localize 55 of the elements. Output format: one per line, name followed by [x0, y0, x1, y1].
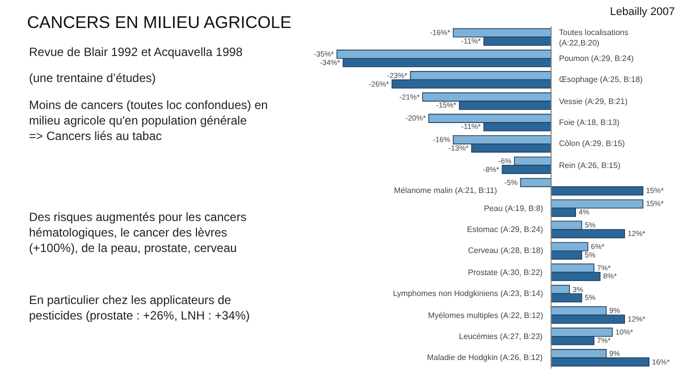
data-label: -15%* — [436, 100, 456, 110]
y-tick-label: Vessie (A:29, B:21) — [559, 97, 628, 106]
data-label: 15%* — [646, 186, 664, 196]
y-tick-label: Maladie de Hodgkin (A:26, B:12) — [427, 353, 543, 362]
y-tick-label: Prostate (A:30, B:22) — [468, 268, 544, 277]
y-tick-label: Estomac (A:29, B:24) — [467, 225, 544, 234]
data-label: -23%* — [387, 70, 408, 80]
y-tick-label: Myélomes multiples (A:22, B:12) — [428, 311, 544, 320]
data-label: -11%* — [461, 36, 481, 46]
text: Lebailly 2007 — [610, 6, 675, 18]
data-label: -21%* — [399, 92, 420, 102]
y-tick-label: Foie (A:18, B:13) — [559, 118, 620, 127]
data-label: -34%* — [320, 58, 340, 67]
y-tick-label: Rein (A:26, B:15) — [559, 161, 621, 170]
y-tick-label: Toutes localisations (A:22,B:20) — [559, 28, 628, 48]
data-label: 4% — [578, 208, 590, 217]
text: Moins de cancers (toutes loc confondues) en milieu agricole qu'en population générale => Cancers liés au tabac — [29, 98, 268, 144]
data-label: -8%* — [483, 164, 500, 174]
data-label: 16%* — [652, 357, 670, 366]
y-tick-label: Lymphomes non Hodgkiniens (A:23, B:14) — [393, 289, 544, 298]
y-tick-label: Mélanome malin (A:21, B:11) — [394, 186, 498, 195]
data-label: 10%* — [615, 328, 634, 337]
data-label: -11%* — [461, 122, 481, 132]
data-label: -5% — [504, 178, 518, 187]
data-label: 12%* — [628, 228, 646, 238]
data-label: 7%* — [596, 263, 611, 272]
data-label: 7%* — [596, 336, 611, 345]
y-tick-label: Œsophage (A:25, B:18) — [559, 75, 643, 84]
data-label: -26%* — [368, 79, 390, 88]
data-label: -20%* — [406, 114, 426, 123]
text: (une trentaine d’études) — [29, 71, 156, 85]
data-label: 5% — [584, 250, 596, 260]
y-tick-label: Cerveau (A:28, B:18) — [468, 246, 544, 255]
data-label: -16% — [432, 135, 451, 144]
text: Revue de Blair 1992 et Acquavella 1998 — [29, 45, 243, 59]
data-label: 8%* — [603, 272, 617, 281]
data-label: 5% — [584, 220, 596, 230]
data-label: -35%* — [314, 50, 334, 59]
data-label: 12%* — [628, 314, 646, 324]
data-label: 9% — [609, 306, 620, 316]
data-label: 5% — [584, 293, 596, 302]
data-label: 6%* — [590, 242, 605, 252]
text: Des risques augmentés pour les cancers hématologiques, le cancer des lèvres (+100%), de la peau, prostate, cerveau — [29, 210, 246, 256]
text: En particulier chez les applicateurs de pesticides (prostate : +26%, LNH : +34%) — [29, 293, 250, 323]
y-tick-label: Côlon (A:29, B:15) — [559, 139, 626, 148]
y-tick-label: Leucémies (A:27, B:23) — [459, 332, 543, 341]
text: CANCERS EN MILIEU AGRICOLE — [27, 13, 292, 32]
data-label: -6% — [498, 156, 512, 166]
data-label: -16%* — [430, 28, 450, 38]
data-label: 15%* — [646, 199, 664, 208]
y-tick-label: Poumon (A:29, B:24) — [559, 54, 634, 63]
data-label: 3% — [572, 284, 584, 294]
data-label: 9% — [609, 348, 620, 358]
data-label: -13%* — [448, 143, 469, 152]
y-tick-label: Peau (A:19, B:8) — [484, 204, 544, 213]
